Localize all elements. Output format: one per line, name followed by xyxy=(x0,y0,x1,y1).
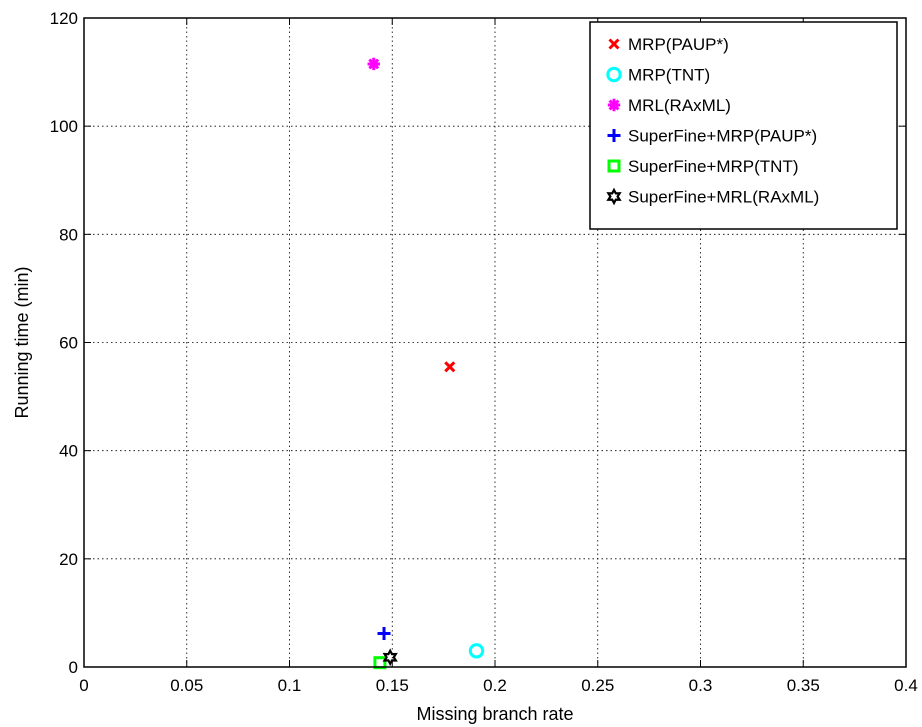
data-point xyxy=(373,656,387,670)
x-tick-label: 0.3 xyxy=(689,676,713,695)
x-tick-labels: 0 0.05 0.1 0.15 0.2 0.25 0.3 0.35 0.4 xyxy=(79,676,918,695)
y-tick-label: 20 xyxy=(59,550,78,569)
legend-item: SuperFine+MRP(TNT) xyxy=(607,157,799,176)
data-point xyxy=(444,361,456,373)
y-tick-label: 60 xyxy=(59,334,78,353)
legend-item: MRL(RAxML) xyxy=(607,96,731,115)
data-point xyxy=(367,57,380,71)
legend-marker xyxy=(607,98,621,112)
y-tick-label: 0 xyxy=(69,658,78,677)
legend-item: MRP(TNT) xyxy=(606,66,710,85)
legend-marker xyxy=(607,129,621,142)
y-tick-labels: 0 20 40 60 80 100 120 xyxy=(50,9,78,677)
x-tick-label: 0.35 xyxy=(787,676,820,695)
legend-box xyxy=(589,21,898,230)
x-tick-label: 0 xyxy=(79,676,88,695)
legend-label: SuperFine+MRL(RAxML) xyxy=(628,188,819,207)
y-axis-label: Running time (min) xyxy=(12,266,32,418)
legend-marker xyxy=(606,66,622,83)
legend-marker xyxy=(608,38,620,50)
x-tick-label: 0.2 xyxy=(483,676,507,695)
y-tick-label: 120 xyxy=(50,9,78,28)
plot-frame xyxy=(83,17,907,668)
legend: MRP(PAUP*) MRP(TNT) MRL(RAxML) SuperFine+MR… xyxy=(589,21,898,230)
x-tick-label: 0.15 xyxy=(376,676,409,695)
y-tick-label: 40 xyxy=(59,442,78,461)
x-tick-label: 0.25 xyxy=(581,676,614,695)
legend-marker xyxy=(607,159,621,173)
x-tick-label: 0.4 xyxy=(894,676,918,695)
legend-marker xyxy=(606,187,622,206)
data-point xyxy=(382,648,398,667)
legend-label: SuperFine+MRP(PAUP*) xyxy=(628,127,817,146)
legend-item: MRP(PAUP*) xyxy=(608,35,729,54)
legend-label: MRL(RAxML) xyxy=(628,96,731,115)
y-tick-label: 80 xyxy=(59,225,78,244)
legend-item: SuperFine+MRP(PAUP*) xyxy=(607,127,817,146)
data-points xyxy=(367,57,485,670)
data-point xyxy=(377,626,391,640)
legend-label: MRP(PAUP*) xyxy=(628,35,729,54)
legend-item: SuperFine+MRL(RAxML) xyxy=(606,187,819,207)
x-tick-label: 0.05 xyxy=(170,676,203,695)
x-tick-label: 0.1 xyxy=(278,676,302,695)
legend-label: MRP(TNT) xyxy=(628,66,710,85)
y-tick-label: 100 xyxy=(50,117,78,136)
x-axis-label: Missing branch rate xyxy=(416,704,573,724)
data-point xyxy=(468,643,485,659)
legend-label: SuperFine+MRP(TNT) xyxy=(628,157,799,176)
